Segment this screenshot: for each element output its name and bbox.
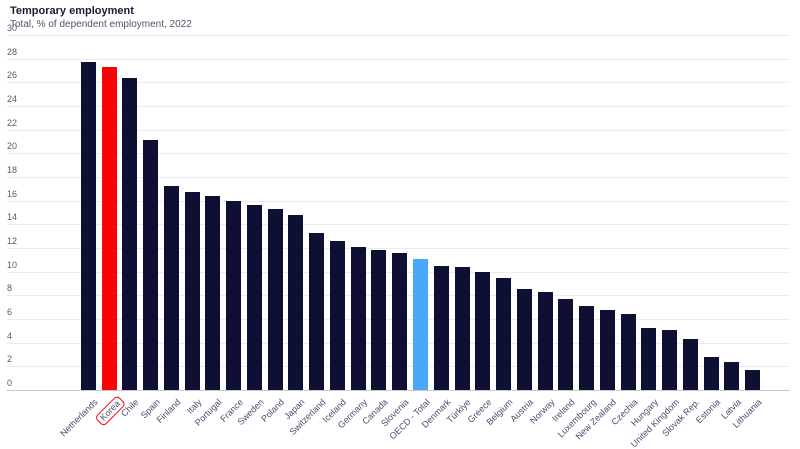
bar-japan[interactable] [288,214,304,390]
bar-united-kingdom[interactable] [662,329,678,390]
bar-estonia[interactable] [703,356,719,390]
bar-belgium[interactable] [496,277,512,390]
bar-korea[interactable] [101,66,117,390]
bar-latvia[interactable] [724,361,740,390]
bar-oecd-total[interactable] [413,258,428,390]
gridline-20 [7,153,790,155]
bar-slovak-rep[interactable] [682,339,698,390]
y-tick-label-2: 2 [7,354,13,365]
chart-subtitle: Total, % of dependent employment, 2022 [10,19,192,30]
x-axis-line [7,390,790,391]
gridline-26 [7,82,790,84]
gridline-14 [7,224,790,226]
gridline-30 [7,35,790,36]
x-label-netherlands: Netherlands [58,397,100,439]
y-tick-label-16: 16 [7,188,18,199]
y-tick-label-22: 22 [7,117,18,128]
bar-sweden[interactable] [246,205,262,390]
y-tick-label-30: 30 [7,23,18,33]
bar-iceland[interactable] [329,240,345,390]
gridline-22 [7,129,790,131]
y-tick-label-4: 4 [7,330,13,341]
bar-new-zealand[interactable] [599,309,615,390]
bar-portugal[interactable] [205,195,221,390]
bar-lithuania[interactable] [745,369,761,390]
chart-title: Temporary employment [10,5,134,17]
bar-ireland[interactable] [558,298,574,390]
gridline-16 [7,200,790,202]
bar-poland[interactable] [267,208,283,390]
y-tick-label-26: 26 [7,70,18,81]
bar-greece[interactable] [475,271,491,390]
bar-czechia[interactable] [620,314,636,390]
gridline-24 [7,106,790,107]
bar-netherlands[interactable] [80,62,96,390]
y-tick-label-10: 10 [7,259,18,270]
bar-t-rkiye[interactable] [454,266,470,390]
bar-slovenia[interactable] [392,252,408,390]
bar-austria[interactable] [516,289,532,390]
bar-hungary[interactable] [641,328,657,390]
y-tick-label-18: 18 [7,165,18,175]
y-tick-label-20: 20 [7,141,18,152]
gridline-12 [7,248,790,249]
bar-chile[interactable] [122,77,138,390]
y-tick-label-14: 14 [7,212,18,223]
y-tick-label-12: 12 [7,236,18,246]
bar-norway[interactable] [537,291,553,390]
y-tick-label-28: 28 [7,46,18,57]
y-tick-label-8: 8 [7,283,13,294]
bar-germany[interactable] [350,246,366,390]
y-tick-label-6: 6 [7,307,13,317]
bar-spain[interactable] [143,140,159,390]
bar-switzerland[interactable] [309,232,325,390]
gridline-28 [7,58,790,60]
bar-france[interactable] [226,200,242,390]
bar-finland[interactable] [163,186,179,390]
bar-canada[interactable] [371,250,387,390]
bar-denmark[interactable] [433,265,449,390]
bar-italy[interactable] [184,192,200,390]
y-tick-label-24: 24 [7,94,18,104]
y-tick-label-0: 0 [7,378,13,388]
gridline-18 [7,177,790,178]
bar-luxembourg[interactable] [579,305,595,390]
